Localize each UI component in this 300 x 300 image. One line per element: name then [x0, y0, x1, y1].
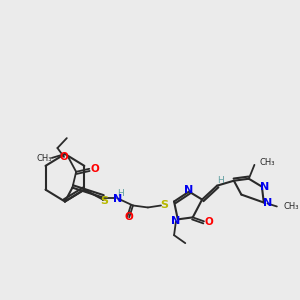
- Text: O: O: [125, 212, 134, 222]
- Text: O: O: [204, 217, 213, 227]
- Text: CH₃: CH₃: [284, 202, 299, 211]
- Text: H: H: [218, 176, 224, 185]
- Text: N: N: [171, 216, 181, 226]
- Text: N: N: [113, 194, 123, 203]
- Text: S: S: [100, 196, 108, 206]
- Text: S: S: [160, 200, 168, 211]
- Text: N: N: [263, 199, 272, 208]
- Text: N: N: [260, 182, 269, 192]
- Text: O: O: [91, 164, 99, 174]
- Text: O: O: [60, 152, 68, 162]
- Text: H: H: [117, 189, 124, 198]
- Text: N: N: [184, 184, 194, 195]
- Text: CH₃: CH₃: [37, 154, 52, 164]
- Text: CH₃: CH₃: [259, 158, 274, 167]
